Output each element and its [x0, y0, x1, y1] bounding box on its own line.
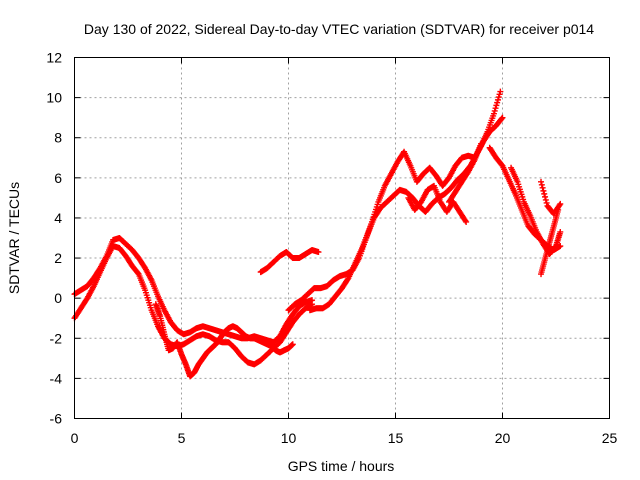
x-axis-title: GPS time / hours [288, 458, 395, 474]
data-point [134, 270, 141, 277]
data-point [493, 102, 500, 109]
data-point [315, 249, 322, 256]
data-point [499, 114, 506, 121]
data-point [542, 196, 549, 203]
y-tick-label: 12 [46, 50, 62, 66]
x-tick-label: 10 [281, 430, 297, 446]
data-point [542, 193, 549, 200]
x-tick-label: 15 [388, 430, 404, 446]
data-point [478, 140, 485, 147]
data-point [543, 199, 550, 206]
data-point [491, 107, 498, 114]
data-point [490, 110, 497, 117]
x-tick-label: 5 [178, 430, 186, 446]
data-point [309, 297, 316, 304]
data-point [539, 184, 546, 191]
x-tick-label: 0 [71, 430, 79, 446]
data-point [462, 217, 469, 224]
data-point [344, 276, 351, 283]
data-point [538, 181, 545, 188]
data-point [492, 105, 499, 112]
plot-frame [74, 57, 610, 419]
data-point [538, 178, 545, 185]
axis-ticks: 0 5 10 15 20 25 -6 -4 -2 0 2 4 6 8 10 12 [46, 50, 617, 447]
y-tick-label: -6 [50, 411, 63, 427]
data-point [557, 200, 564, 207]
y-tick-label: -2 [50, 330, 63, 346]
x-tick-label: 25 [602, 430, 618, 446]
y-tick-label: 4 [54, 210, 62, 226]
data-point [555, 206, 562, 213]
data-point [540, 187, 547, 194]
data-point [463, 218, 470, 225]
chart-title: Day 130 of 2022, Sidereal Day-to-day VTE… [84, 21, 594, 37]
data-point [289, 341, 296, 348]
data-markers [71, 88, 564, 380]
data-point [556, 202, 563, 209]
data-point [541, 190, 548, 197]
data-point [497, 88, 504, 95]
y-tick-label: 6 [54, 170, 62, 186]
y-tick-label: 0 [54, 290, 62, 306]
data-point [496, 91, 503, 98]
data-point [494, 96, 501, 103]
x-tick-label: 20 [495, 430, 511, 446]
data-point [495, 94, 502, 101]
data-point [498, 115, 505, 122]
data-point [494, 99, 501, 106]
y-tick-label: -4 [50, 370, 63, 386]
data-point [557, 228, 564, 235]
y-tick-label: 10 [46, 90, 62, 106]
y-axis-title: SDTVAR / TECUs [6, 182, 22, 294]
y-tick-label: 8 [54, 130, 62, 146]
grid-lines [74, 57, 610, 419]
y-tick-label: 2 [54, 250, 62, 266]
